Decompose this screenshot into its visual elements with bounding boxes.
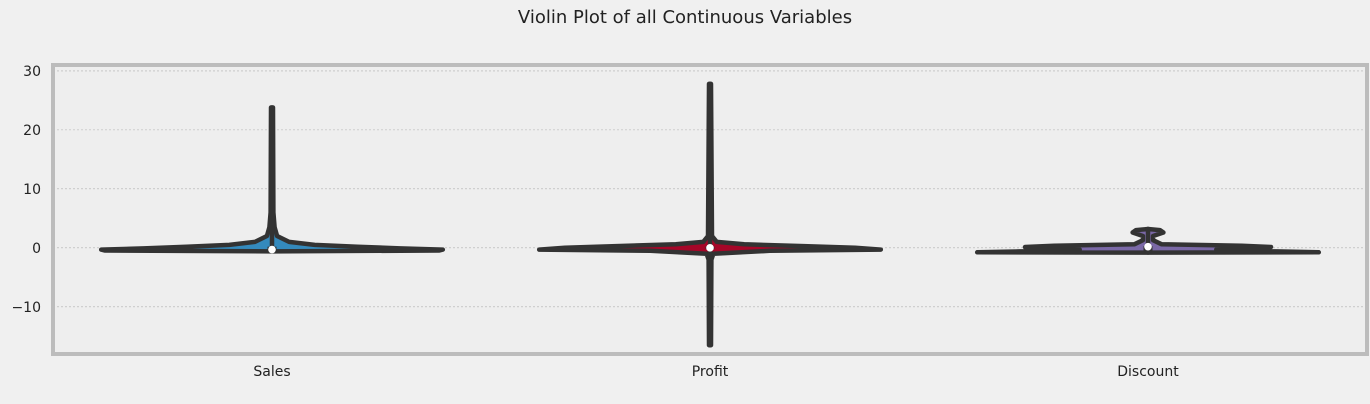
median-point-discount	[1144, 242, 1152, 251]
y-tick-label: −10	[11, 300, 41, 316]
y-axis: −10 0 10 20 30	[11, 64, 41, 316]
median-point-profit	[706, 244, 714, 252]
plot-frame	[51, 63, 1369, 356]
chart-title: Violin Plot of all Continuous Variables	[518, 7, 852, 28]
violins	[98, 81, 1322, 348]
median-point-sales	[268, 245, 276, 254]
x-tick-label: Discount	[1117, 364, 1179, 380]
x-axis: Sales Profit Discount	[253, 364, 1179, 380]
y-tick-label: 30	[23, 64, 41, 80]
x-tick-label: Profit	[692, 364, 729, 380]
y-tick-label: 20	[23, 123, 41, 139]
y-tick-label: 10	[23, 182, 41, 198]
x-tick-label: Sales	[253, 364, 290, 380]
y-tick-label: 0	[32, 241, 41, 257]
